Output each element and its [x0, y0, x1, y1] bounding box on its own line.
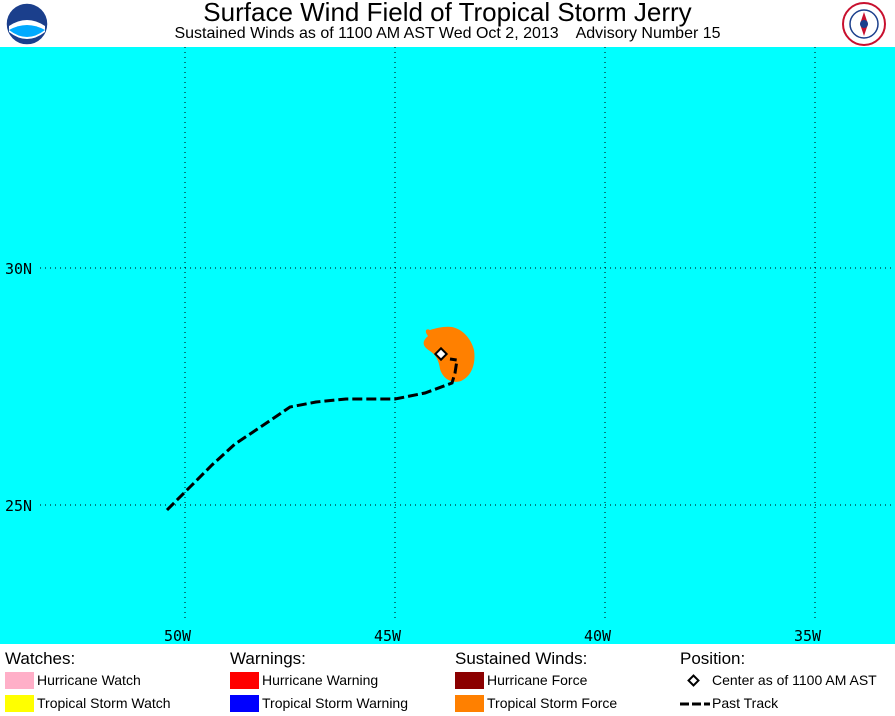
- legend-warnings: Warnings: Hurricane Warning Tropical Sto…: [230, 648, 408, 715]
- lon-label-40w: 40W: [584, 627, 612, 644]
- legend-item-tropical-storm-force: Tropical Storm Force: [455, 693, 617, 715]
- legend-label: Tropical Storm Force: [487, 695, 618, 711]
- map-subtitle: Sustained Winds as of 1100 AM AST Wed Oc…: [174, 25, 721, 42]
- hurricane-warning-swatch: [230, 672, 259, 689]
- legend-item-hurricane-watch: Hurricane Watch: [5, 670, 141, 692]
- legend-heading-warnings: Warnings:: [230, 649, 306, 668]
- legend-label: Tropical Storm Watch: [37, 695, 171, 711]
- legend-heading-winds: Sustained Winds:: [455, 649, 588, 668]
- dashed-line-icon: [680, 702, 710, 706]
- lat-label-30n: 30N: [5, 260, 32, 278]
- tropical-storm-watch-swatch: [5, 695, 34, 712]
- legend-item-past-track: Past Track: [680, 693, 778, 715]
- legend-heading-position: Position:: [680, 649, 746, 668]
- legend-label: Center as of 1100 AM AST: [712, 672, 877, 688]
- legend-item-hurricane-warning: Hurricane Warning: [230, 670, 378, 692]
- past-track: [165, 357, 459, 512]
- diamond-icon: [687, 674, 700, 687]
- tropical-storm-warning-swatch: [230, 695, 259, 712]
- tropical-storm-force-swatch: [455, 695, 484, 712]
- hurricane-watch-swatch: [5, 672, 34, 689]
- nws-logo: [842, 2, 886, 46]
- noaa-logo: [5, 2, 49, 46]
- tropical-storm-wind-field: [423, 326, 475, 382]
- legend-item-tropical-storm-watch: Tropical Storm Watch: [5, 693, 171, 715]
- lon-label-45w: 45W: [374, 627, 402, 644]
- legend-item-center: Center as of 1100 AM AST: [680, 670, 877, 692]
- legend-label: Hurricane Warning: [262, 672, 379, 688]
- lat-label-25n: 25N: [5, 497, 32, 515]
- lon-label-50w: 50W: [164, 627, 192, 644]
- header: Surface Wind Field of Tropical Storm Jer…: [0, 0, 895, 47]
- legend-label: Past Track: [712, 695, 779, 711]
- legend-label: Tropical Storm Warning: [262, 695, 409, 711]
- legend-position: Position: Center as of 1100 AM AST Past …: [680, 648, 877, 715]
- legend: Watches: Hurricane Watch Tropical Storm …: [0, 644, 895, 716]
- storm-center-marker: [433, 346, 449, 362]
- legend-heading-watches: Watches:: [5, 649, 76, 668]
- legend-watches: Watches: Hurricane Watch Tropical Storm …: [5, 648, 171, 715]
- legend-sustained-winds: Sustained Winds: Hurricane Force Tropica…: [455, 648, 617, 715]
- map-title: Surface Wind Field of Tropical Storm Jer…: [203, 0, 692, 27]
- legend-item-hurricane-force: Hurricane Force: [455, 670, 587, 692]
- wind-field-map: 30N 25N 50W 45W 40W 35W: [0, 47, 895, 644]
- legend-item-tropical-storm-warning: Tropical Storm Warning: [230, 693, 408, 715]
- legend-label: Hurricane Watch: [37, 672, 141, 688]
- lon-label-35w: 35W: [794, 627, 822, 644]
- hurricane-force-swatch: [455, 672, 484, 689]
- legend-label: Hurricane Force: [487, 672, 588, 688]
